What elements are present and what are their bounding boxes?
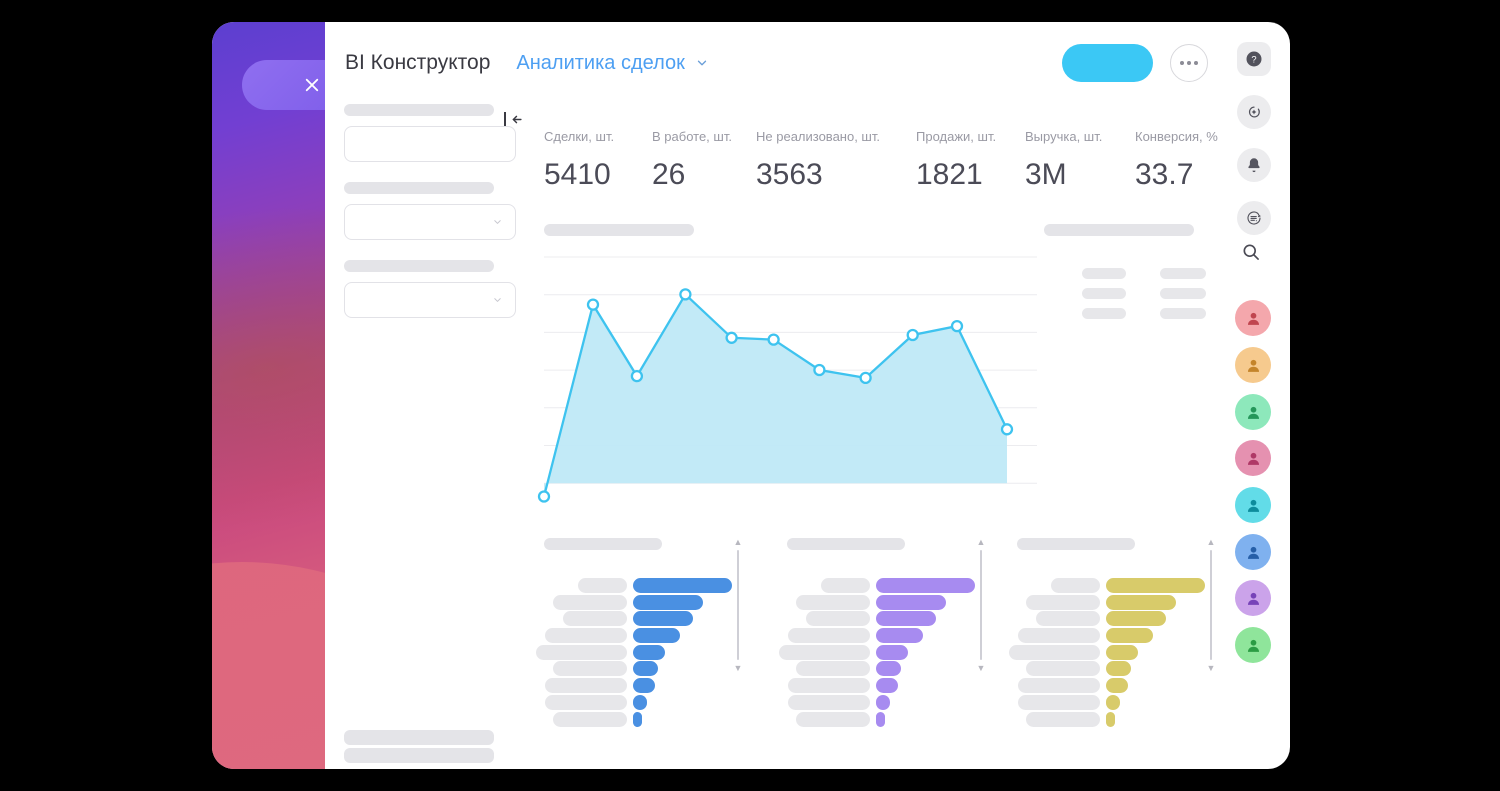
svg-text:?: ? xyxy=(1251,54,1256,64)
